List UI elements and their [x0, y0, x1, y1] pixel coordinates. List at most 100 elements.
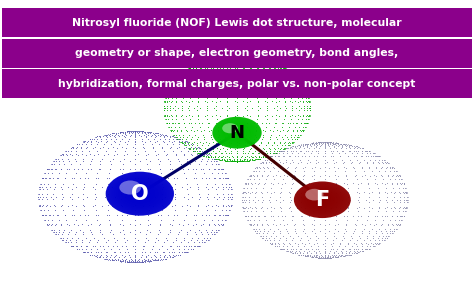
Point: [283, 244, 291, 249]
Circle shape: [317, 196, 328, 203]
Circle shape: [125, 184, 155, 203]
Point: [266, 84, 274, 88]
Point: [375, 200, 383, 205]
Point: [52, 166, 59, 171]
Point: [189, 66, 197, 70]
Point: [242, 197, 250, 202]
Point: [92, 194, 100, 199]
Point: [205, 61, 213, 66]
Point: [290, 144, 297, 149]
Point: [202, 185, 210, 190]
Point: [137, 167, 144, 172]
Point: [280, 66, 288, 71]
Point: [195, 227, 202, 232]
Point: [264, 229, 272, 234]
Point: [334, 144, 342, 149]
Point: [158, 186, 166, 191]
Point: [321, 255, 328, 260]
Point: [226, 106, 233, 111]
Point: [290, 72, 297, 77]
Point: [228, 53, 236, 58]
Point: [166, 221, 174, 226]
Point: [264, 173, 272, 178]
Point: [132, 129, 140, 134]
Point: [291, 145, 299, 149]
Point: [97, 139, 105, 144]
Point: [180, 91, 188, 96]
Point: [296, 146, 303, 151]
Point: [175, 79, 183, 84]
Point: [85, 176, 92, 181]
Point: [224, 54, 231, 59]
Point: [304, 253, 312, 258]
Circle shape: [223, 124, 251, 142]
Point: [129, 130, 137, 135]
Point: [195, 236, 202, 241]
Point: [321, 255, 328, 260]
Point: [275, 98, 283, 103]
Point: [384, 173, 392, 178]
Point: [277, 66, 285, 71]
Point: [73, 247, 81, 252]
Point: [184, 167, 191, 172]
Point: [210, 55, 218, 60]
Point: [169, 121, 177, 126]
Point: [79, 159, 87, 164]
Point: [300, 244, 308, 249]
Point: [219, 221, 227, 226]
Point: [135, 129, 142, 134]
Point: [112, 252, 120, 257]
Point: [193, 84, 201, 88]
Point: [244, 53, 251, 58]
Point: [280, 246, 287, 251]
Point: [142, 249, 149, 254]
Point: [327, 255, 335, 260]
Point: [244, 99, 251, 104]
Point: [228, 61, 235, 66]
Point: [271, 91, 279, 96]
Point: [330, 142, 337, 147]
Point: [330, 142, 337, 147]
Point: [252, 63, 259, 68]
Point: [321, 255, 328, 260]
Point: [188, 244, 195, 249]
Point: [280, 146, 288, 151]
Point: [163, 108, 170, 113]
Point: [252, 168, 260, 173]
Point: [343, 181, 351, 186]
Point: [199, 71, 207, 76]
Point: [212, 91, 220, 96]
Point: [253, 206, 260, 210]
Point: [181, 141, 189, 146]
Point: [210, 213, 218, 217]
Point: [220, 158, 228, 163]
Point: [337, 142, 345, 147]
Point: [318, 255, 326, 260]
Point: [203, 66, 210, 70]
Point: [37, 207, 45, 212]
Point: [219, 59, 227, 63]
Point: [199, 132, 206, 137]
Point: [166, 134, 173, 139]
Point: [80, 207, 87, 212]
Point: [250, 136, 258, 141]
Point: [283, 151, 291, 156]
Point: [315, 255, 323, 260]
Point: [203, 207, 211, 212]
Point: [268, 69, 275, 74]
Point: [189, 166, 196, 171]
Point: [280, 71, 288, 76]
Point: [151, 257, 158, 262]
Point: [73, 142, 81, 147]
Point: [340, 253, 347, 258]
Point: [283, 83, 291, 88]
Point: [200, 63, 208, 68]
Point: [358, 149, 366, 153]
Point: [393, 226, 401, 231]
Point: [321, 173, 328, 178]
Point: [154, 176, 162, 181]
Point: [301, 230, 309, 235]
Point: [131, 129, 139, 134]
Point: [373, 164, 380, 169]
Point: [61, 213, 68, 217]
